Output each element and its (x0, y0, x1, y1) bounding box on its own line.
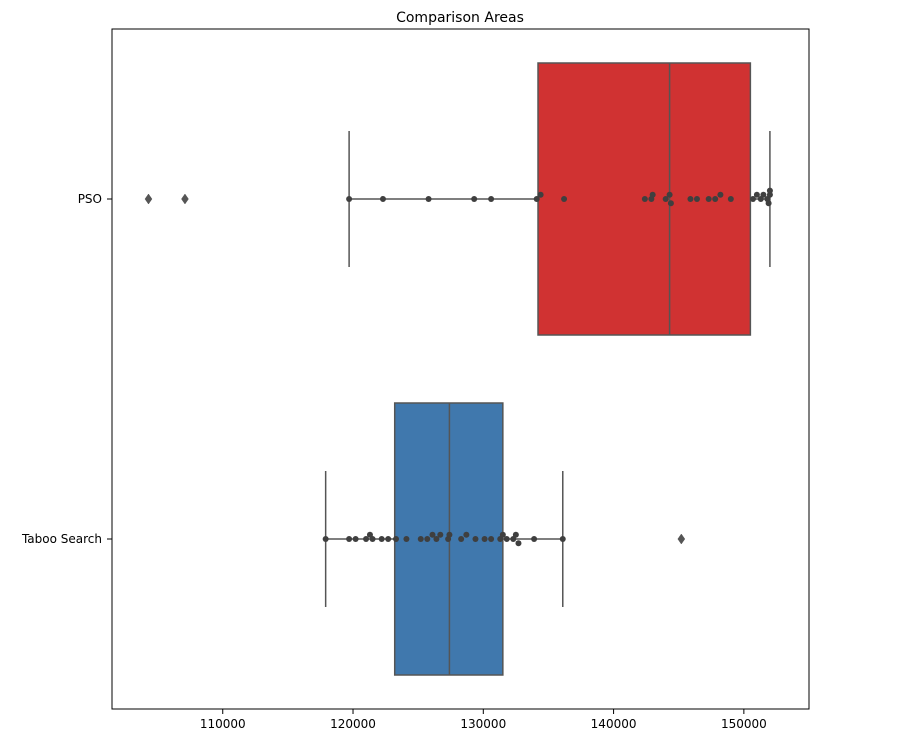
x-tick-label: 140000 (591, 717, 637, 731)
data-point (481, 536, 488, 542)
data-point (531, 536, 538, 542)
data-point (488, 536, 495, 542)
data-point (369, 536, 376, 542)
data-point (717, 191, 724, 198)
data-point (760, 191, 767, 198)
data-point (727, 196, 734, 202)
data-point (705, 196, 712, 202)
data-point (417, 536, 424, 542)
data-point (322, 536, 329, 542)
data-point (561, 196, 568, 202)
data-point (458, 536, 465, 542)
outlier-marker (144, 193, 153, 205)
y-tick-label: PSO (78, 192, 102, 206)
data-point (379, 196, 386, 202)
data-point (666, 191, 673, 198)
data-point (537, 191, 544, 198)
data-point (346, 196, 353, 202)
data-point (385, 536, 392, 542)
data-point (533, 196, 540, 202)
data-point (424, 536, 431, 542)
data-point (437, 531, 444, 538)
x-tick-label: 130000 (460, 717, 506, 731)
outlier-marker (677, 533, 686, 545)
data-point (512, 531, 519, 538)
plot-frame (111, 28, 810, 710)
y-tick-label: Taboo Search (21, 532, 102, 546)
x-tick-label: 150000 (721, 717, 767, 731)
data-point (378, 536, 385, 542)
data-point (488, 196, 495, 202)
data-point (712, 196, 719, 202)
data-point (766, 187, 773, 194)
data-point (766, 191, 773, 198)
chart-title: Comparison Areas (396, 10, 524, 26)
data-point (433, 536, 440, 542)
data-point (446, 531, 453, 538)
data-point (352, 536, 359, 542)
data-point (499, 531, 506, 538)
data-point (429, 531, 436, 538)
data-point (393, 536, 400, 542)
data-point (472, 536, 479, 542)
data-point (765, 200, 772, 207)
outlier-marker (181, 193, 189, 205)
data-point (471, 196, 478, 202)
data-point (463, 531, 470, 538)
data-point (403, 536, 410, 542)
x-tick-label: 110000 (200, 717, 246, 731)
x-tick-label: 120000 (330, 717, 376, 731)
data-point (649, 191, 656, 198)
data-point (753, 191, 760, 198)
data-point (662, 196, 669, 202)
data-point (749, 196, 756, 202)
data-point (641, 196, 648, 202)
data-point (693, 196, 700, 202)
data-point (425, 196, 432, 202)
data-point (667, 200, 674, 207)
data-point (363, 536, 370, 542)
data-point (503, 536, 510, 542)
data-point (346, 536, 353, 542)
data-point (687, 196, 694, 202)
data-point (559, 536, 566, 542)
data-point (515, 540, 522, 547)
